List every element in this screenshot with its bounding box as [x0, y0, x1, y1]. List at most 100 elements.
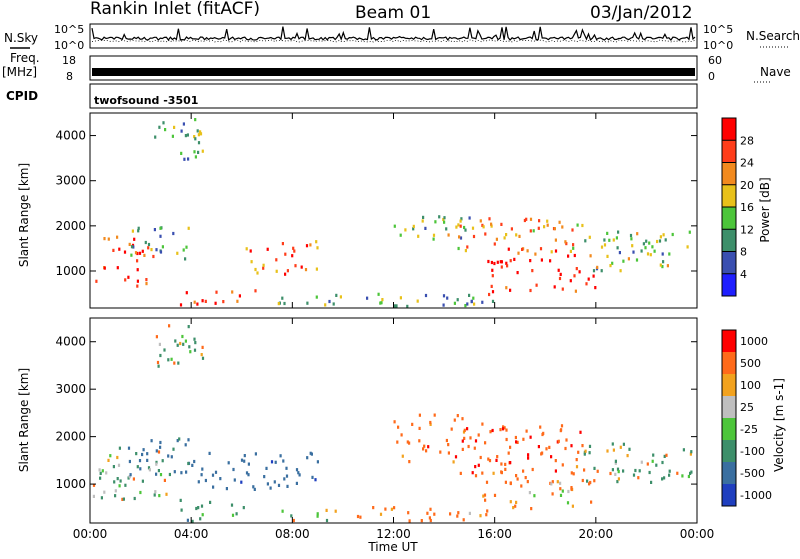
vel-cells-cell	[447, 443, 450, 447]
vel-cells-cell	[429, 507, 432, 511]
vel-cells-cell	[142, 448, 145, 452]
vel-cells-cell	[176, 343, 179, 347]
power-cells-cell	[201, 299, 204, 303]
x-tick-label: 00:00	[680, 527, 715, 541]
vel-cells-cell	[139, 490, 142, 495]
vel-cells-cell	[515, 440, 518, 444]
vel-cells-cell	[147, 466, 151, 470]
vel-cells-cell	[539, 425, 542, 429]
vel-cells-cell	[418, 426, 421, 430]
vel-cells-cell	[92, 494, 95, 498]
vel-cells-cell	[173, 470, 176, 474]
vel-cells-cell	[189, 350, 192, 354]
power-cells-cell	[197, 141, 201, 145]
vel-cells-cell	[474, 439, 478, 443]
power-cells-cell	[616, 246, 619, 250]
power-cells-cell	[144, 240, 147, 245]
power-cells-cell	[596, 265, 599, 269]
vel-cells-cell	[153, 493, 156, 497]
power-cells-cell	[456, 298, 459, 302]
power-y-ticks: 1000 2000 3000 4000	[55, 129, 697, 278]
vel-cells-cell	[617, 477, 620, 481]
x-tick-label: 20:00	[579, 527, 614, 541]
vel-cells-cell	[593, 466, 596, 470]
power-cbar-swatch	[722, 207, 736, 230]
freq-trace	[92, 68, 695, 76]
power-cells-cell	[554, 249, 558, 253]
vel-cells-cell	[570, 471, 573, 475]
power-cells-cell	[266, 247, 269, 251]
vel-cells-cell	[114, 489, 117, 493]
power-cells-cell	[136, 251, 139, 256]
vel-cells-cell	[201, 356, 205, 360]
vel-cells-cell	[200, 504, 204, 508]
vel-cells-cell	[554, 459, 557, 463]
vel-cells-cell	[493, 493, 497, 497]
vel-cells-cell	[575, 465, 579, 469]
power-cells-cell	[569, 279, 572, 283]
vel-cells-cell	[408, 460, 411, 464]
power-cells-cell	[141, 249, 144, 253]
power-cells-cell	[460, 217, 463, 221]
vel-cells-cell	[243, 459, 246, 463]
vel-cells-cell	[172, 447, 175, 451]
vel-cells-cell	[163, 478, 166, 482]
vel-cells-cell	[411, 422, 414, 426]
vel-cells-cell	[449, 512, 452, 516]
vel-cells-cell	[479, 514, 482, 518]
vel-cells-cell	[148, 468, 151, 472]
power-cells-cell	[432, 233, 436, 237]
vel-cells-cell	[92, 483, 96, 487]
power-cells-cell	[488, 217, 491, 221]
vel-cells-cell	[474, 465, 477, 469]
y-tick-label: 1000	[55, 264, 86, 278]
vel-cells-cell	[178, 437, 181, 441]
vel-cells-cell	[525, 429, 528, 433]
power-cells-cell	[546, 219, 549, 223]
vel-cells-cell	[400, 433, 403, 437]
vel-cells-cell	[118, 446, 121, 450]
vel-cells-cell	[503, 426, 506, 430]
velocity-cbar-label: 500	[740, 357, 761, 370]
vel-cells-cell	[270, 460, 274, 464]
power-cells-cell	[606, 231, 609, 235]
vel-cells-cell	[177, 361, 180, 365]
vel-cells-cell	[689, 452, 692, 456]
vel-cells-cell	[201, 513, 204, 517]
vel-cells-cell	[180, 508, 183, 512]
vel-cells-cell	[118, 484, 121, 488]
power-cells-cell	[632, 250, 635, 254]
vel-cells-cell	[418, 439, 421, 443]
power-heatmap	[95, 118, 691, 308]
vel-cells-cell	[281, 509, 284, 513]
vel-cells-cell	[661, 460, 664, 465]
vel-cells-cell	[168, 472, 171, 477]
power-cells-cell	[286, 269, 289, 273]
vel-cells-cell	[488, 459, 492, 463]
vel-cells-cell	[316, 512, 319, 516]
power-cbar-swatch	[722, 118, 736, 141]
power-cells-cell	[453, 301, 456, 305]
vel-cells-cell	[485, 480, 489, 484]
power-cells-cell	[199, 132, 203, 136]
power-cells-cell	[143, 253, 146, 257]
power-cells-cell	[457, 223, 460, 227]
vel-cells-cell	[632, 473, 636, 477]
vel-cells-cell	[141, 479, 144, 483]
vel-cells-cell	[109, 454, 112, 458]
power-cells-cell	[538, 219, 541, 223]
vel-cells-cell	[565, 438, 568, 442]
power-cells-cell	[196, 129, 199, 133]
power-cells-cell	[617, 230, 620, 234]
power-cells-cell	[600, 245, 604, 249]
vel-cells-cell	[611, 442, 614, 446]
vel-cells-cell	[429, 518, 432, 523]
vel-cells-cell	[121, 497, 124, 501]
power-cells-cell	[442, 303, 445, 307]
vel-cells-cell	[135, 452, 138, 456]
vel-cells-cell	[570, 444, 573, 448]
vel-cells-cell	[290, 514, 293, 518]
vel-cells-cell	[564, 446, 567, 451]
power-cells-cell	[609, 264, 612, 268]
power-cells-cell	[464, 249, 467, 253]
